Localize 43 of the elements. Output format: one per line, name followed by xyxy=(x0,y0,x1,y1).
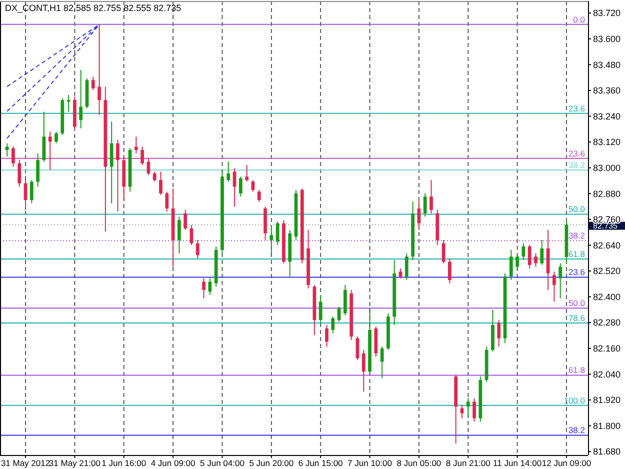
x-tick-label: 5 Jun 20:00 xyxy=(249,458,294,468)
x-tick-label: 7 Jun 10:00 xyxy=(348,458,392,468)
x-tick-label: 31 May 21:00 xyxy=(48,458,101,468)
x-tick-label: 12 Jun 09:00 xyxy=(542,458,592,468)
annotation: 50.0 xyxy=(568,204,586,214)
y-tick-label: 82.160 xyxy=(593,344,621,354)
annotation: 61.8 xyxy=(568,365,586,376)
y-tick-label: 82.040 xyxy=(593,369,621,380)
x-tick-label: 11 Jun 14:00 xyxy=(493,458,542,468)
x-tick-label: 4 Jun 09:00 xyxy=(150,458,196,468)
x-tick-label: 1 Jun 16:00 xyxy=(102,458,146,468)
y-tick-label: 82.280 xyxy=(593,318,621,328)
y-tick-label: 81.920 xyxy=(593,395,621,406)
y-tick-label: 83.600 xyxy=(593,34,621,44)
annotation: 78.6 xyxy=(568,313,586,324)
annotation: 0.0 xyxy=(573,14,586,24)
y-tick-label: 81.680 xyxy=(593,446,621,457)
y-tick-label: 83.000 xyxy=(593,162,621,173)
annotation: 38.2 xyxy=(568,425,586,436)
annotation: 61.8 xyxy=(568,248,586,259)
chart-title: DX_CONT,H1 82.585 82.755 82.555 82.735 xyxy=(5,3,182,13)
x-tick-label: 31 May 2012 xyxy=(0,458,50,468)
annotation: 23.6 xyxy=(568,148,586,158)
y-tick-label: 82.880 xyxy=(593,188,621,199)
annotation: 38.2 xyxy=(568,230,586,241)
annotation: 38.2 xyxy=(568,160,586,170)
y-tick-label: 83.480 xyxy=(593,60,621,70)
x-tick-label: 5 Jun 04:00 xyxy=(200,458,245,468)
y-tick-label: 83.120 xyxy=(593,137,621,148)
y-tick-label: 81.800 xyxy=(593,420,621,431)
annotation: 100.0 xyxy=(564,395,586,406)
x-tick-label: 8 Jun 05:00 xyxy=(396,458,442,468)
annotation: 50.0 xyxy=(568,298,586,308)
y-tick-label: 82.640 xyxy=(593,240,621,250)
y-tick-label: 83.720 xyxy=(593,8,621,18)
x-tick-label: 8 Jun 21:00 xyxy=(446,458,491,468)
y-tick-label: 82.520 xyxy=(593,266,621,276)
y-tick-label: 83.240 xyxy=(593,111,621,122)
annotation: 23.6 xyxy=(568,267,586,278)
y-tick-label: 82.400 xyxy=(593,292,621,302)
annotation: 23.6 xyxy=(568,103,586,114)
y-tick-label: 83.360 xyxy=(593,86,621,96)
x-tick-label: 6 Jun 15:00 xyxy=(298,458,344,468)
